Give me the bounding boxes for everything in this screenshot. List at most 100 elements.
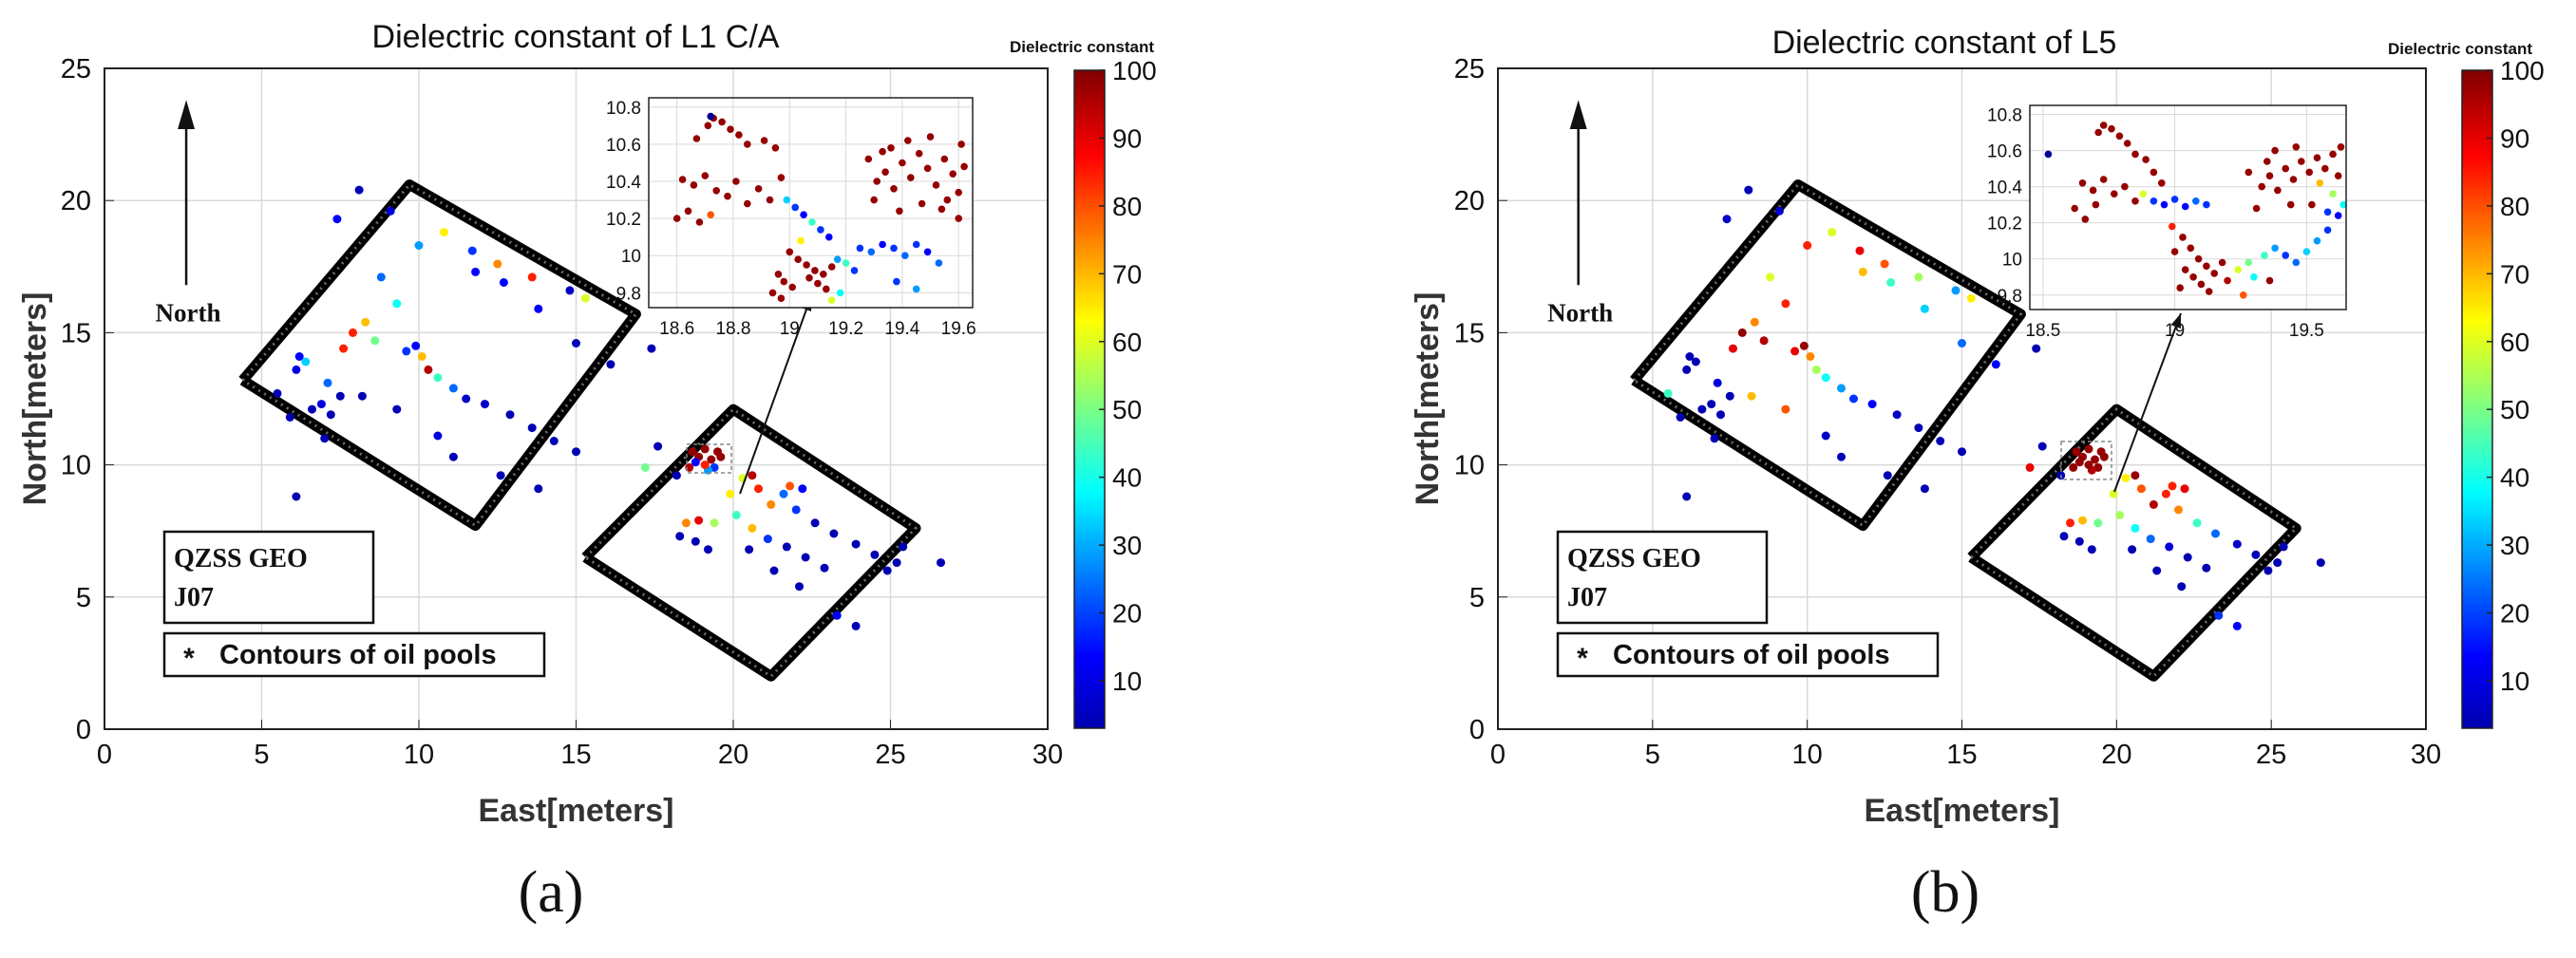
scatter-point bbox=[2202, 563, 2211, 573]
x-tick-label: 10 bbox=[1792, 740, 1823, 770]
scatter-point bbox=[2263, 566, 2273, 575]
inset-y-tick-label: 10.8 bbox=[1987, 106, 2022, 126]
inset-point bbox=[2323, 208, 2332, 216]
legend bbox=[162, 631, 546, 678]
scatter-point bbox=[580, 293, 590, 303]
scatter-point bbox=[2109, 489, 2118, 498]
scatter-point bbox=[1682, 365, 1692, 374]
inset-point bbox=[923, 164, 932, 173]
colorbar-tick-label: 100 bbox=[2500, 56, 2545, 85]
inset-point bbox=[768, 289, 777, 297]
legend-label: Contours of oil pools bbox=[219, 640, 497, 670]
scatter-point bbox=[1663, 388, 1673, 398]
x-tick-label: 15 bbox=[1946, 740, 1977, 770]
scatter-point bbox=[2165, 542, 2174, 552]
inset-point bbox=[684, 207, 692, 216]
inset-point bbox=[803, 261, 810, 269]
colorbar-tick-label: 40 bbox=[2500, 463, 2529, 493]
inset-point bbox=[791, 203, 799, 212]
inset-point bbox=[2205, 288, 2213, 295]
inset-y-tick-label: 10.6 bbox=[1987, 142, 2022, 162]
inset-point bbox=[774, 271, 783, 278]
inset-point bbox=[690, 181, 698, 189]
inset-x-tick-label: 19 bbox=[2165, 321, 2185, 341]
y-tick-label: 5 bbox=[1469, 583, 1485, 613]
scatter-point bbox=[851, 621, 861, 630]
oil-pool-contour-pool-2 bbox=[1967, 404, 2301, 682]
scatter-point bbox=[786, 481, 795, 491]
inset-point bbox=[2111, 190, 2118, 197]
inset-point bbox=[2218, 258, 2226, 267]
inset-point bbox=[2203, 262, 2210, 271]
inset-point bbox=[800, 211, 807, 218]
inset-point bbox=[2150, 197, 2158, 205]
scatter-point bbox=[832, 610, 842, 620]
scatter-point bbox=[675, 532, 685, 541]
inset-point bbox=[2099, 122, 2108, 129]
x-tick-label: 0 bbox=[1490, 740, 1506, 770]
inset-point bbox=[836, 289, 844, 297]
colorbar bbox=[2461, 69, 2493, 729]
inset-point bbox=[957, 141, 965, 148]
inset-point bbox=[744, 199, 751, 208]
scatter-point bbox=[1747, 391, 1756, 401]
inset-point bbox=[881, 168, 889, 176]
inset-point bbox=[2169, 222, 2176, 231]
colorbar-tick-label: 50 bbox=[2500, 395, 2529, 424]
colorbar-tick-label: 30 bbox=[1112, 531, 1142, 560]
inset-point bbox=[2302, 248, 2311, 255]
inset-point bbox=[2289, 176, 2298, 183]
scatter-point bbox=[691, 458, 700, 467]
x-tick-label: 5 bbox=[1645, 740, 1660, 770]
inset-point bbox=[918, 199, 926, 208]
scatter-point bbox=[493, 259, 502, 269]
inset-point bbox=[896, 207, 903, 216]
inset-point bbox=[2160, 200, 2169, 209]
inset-point bbox=[704, 122, 712, 130]
inset-point bbox=[926, 133, 935, 141]
scatter-point bbox=[691, 536, 700, 546]
inset-point bbox=[678, 176, 687, 183]
inset-x-tick-label: 19.5 bbox=[2289, 321, 2324, 341]
scatter-point bbox=[829, 529, 839, 538]
inset-frame bbox=[2029, 104, 2347, 310]
satellite-label: QZSS GEO bbox=[1567, 544, 1701, 573]
inset-point bbox=[732, 178, 740, 185]
colorbar-tick-label: 100 bbox=[1112, 56, 1157, 85]
inset-point bbox=[760, 137, 768, 144]
inset-point bbox=[932, 181, 940, 189]
scatter-point bbox=[1958, 339, 1966, 348]
inset-point bbox=[2089, 186, 2097, 195]
scatter-point bbox=[681, 518, 691, 528]
inset-point bbox=[2099, 176, 2108, 183]
scatter-point bbox=[1691, 357, 1700, 366]
inset-y-tick-label: 10 bbox=[2002, 251, 2022, 271]
inset-point bbox=[2308, 200, 2316, 209]
y-tick-label: 5 bbox=[76, 583, 91, 613]
scatter-point bbox=[1920, 304, 1929, 313]
inset-point bbox=[2323, 226, 2332, 235]
scatter-point bbox=[1867, 400, 1877, 409]
inset-point bbox=[777, 174, 786, 181]
inset-y-tick-label: 10.2 bbox=[1987, 215, 2022, 235]
inset-point bbox=[707, 211, 714, 218]
legend-label: Contours of oil pools bbox=[1613, 640, 1890, 670]
scatter-point bbox=[1682, 492, 1692, 501]
scatter-point bbox=[2072, 447, 2081, 457]
inset-point bbox=[735, 131, 743, 139]
inset-point bbox=[850, 267, 859, 274]
scatter-point bbox=[851, 539, 861, 549]
zoom-arrow-head bbox=[2170, 313, 2181, 329]
scatter-point bbox=[1880, 259, 1889, 269]
legend bbox=[1556, 631, 1940, 678]
scatter-point bbox=[870, 550, 880, 559]
north-label: North bbox=[156, 299, 221, 328]
satellite-label: QZSS GEO bbox=[174, 544, 308, 573]
inset-point bbox=[2179, 234, 2187, 241]
scatter-point bbox=[1837, 384, 1846, 393]
scatter-point bbox=[2232, 621, 2242, 630]
inset-point bbox=[827, 263, 836, 271]
inset-point bbox=[2245, 258, 2253, 267]
scatter-point bbox=[2211, 529, 2220, 538]
scatter-point bbox=[1713, 378, 1722, 387]
